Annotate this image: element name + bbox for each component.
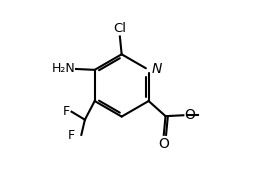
Text: H₂N: H₂N <box>51 62 75 75</box>
Text: O: O <box>184 108 195 122</box>
Text: Cl: Cl <box>113 22 126 35</box>
Text: F: F <box>68 129 75 142</box>
Text: F: F <box>63 105 70 118</box>
Text: O: O <box>158 137 169 151</box>
Text: N: N <box>152 62 162 76</box>
